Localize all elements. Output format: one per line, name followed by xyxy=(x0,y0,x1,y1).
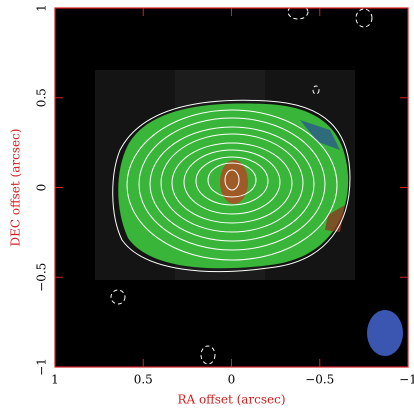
y-tick-label: −0.5 xyxy=(35,263,49,292)
y-axis-label: DEC offset (arcsec) xyxy=(9,129,23,247)
y-tick-label: −1 xyxy=(35,358,49,376)
chart: 1 0.5 0 −0.5 −1 −1 −0.5 0 0.5 1 RA offset (arcsec)… xyxy=(0,0,414,413)
y-tick-label: 0 xyxy=(35,184,49,192)
x-tick-label: 1 xyxy=(51,373,59,387)
x-axis-label: RA offset (arcsec) xyxy=(177,393,285,407)
x-tick-label: −1 xyxy=(399,373,414,387)
y-tick-label: 1 xyxy=(35,4,49,12)
x-tick-label: 0.5 xyxy=(134,373,153,387)
y-tick-label: 0.5 xyxy=(35,88,49,107)
x-tick-label: 0 xyxy=(228,373,236,387)
x-tick-label: −0.5 xyxy=(305,373,334,387)
image xyxy=(55,5,408,367)
